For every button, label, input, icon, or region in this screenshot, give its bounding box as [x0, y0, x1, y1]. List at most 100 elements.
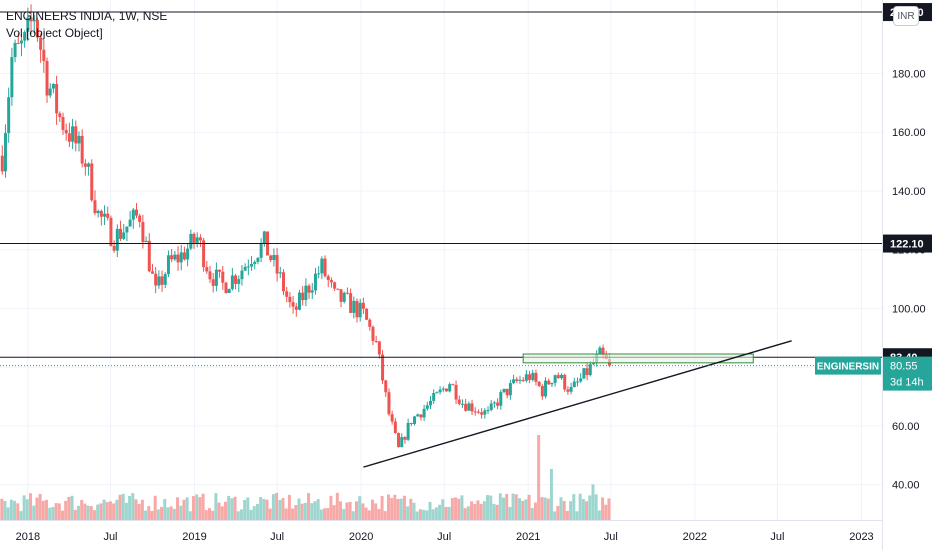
volume-bar — [80, 500, 84, 520]
volume-bar — [556, 505, 560, 520]
volume-bar — [29, 493, 33, 520]
candle-body — [304, 285, 308, 301]
candle-body — [339, 289, 343, 302]
candle-body — [528, 374, 532, 380]
volume-bar — [105, 502, 109, 520]
candle-body — [170, 255, 174, 260]
volume-bar — [588, 495, 592, 520]
candle-body — [192, 233, 196, 243]
volume-bar — [284, 508, 288, 520]
candle-body — [160, 276, 164, 285]
candle-body — [582, 368, 586, 379]
candle-body — [349, 293, 353, 313]
volume-bar — [559, 497, 563, 520]
volume-bar — [246, 497, 250, 520]
volume-bar — [54, 503, 58, 520]
resistance-zone — [522, 353, 754, 364]
volume-bar — [374, 503, 378, 520]
candle-body — [467, 403, 471, 411]
candle-body — [96, 210, 100, 214]
volume-bar — [527, 494, 531, 520]
volume-bar — [332, 505, 336, 520]
volume-bar — [108, 501, 112, 520]
candle-body — [435, 392, 439, 394]
candle-body — [323, 258, 327, 277]
candle-body — [550, 382, 554, 385]
volume-bar — [134, 499, 138, 520]
candle-body — [77, 135, 81, 144]
volume-bar — [192, 496, 196, 520]
volume-bar — [41, 500, 45, 520]
candle-body — [585, 368, 589, 376]
candle-body — [42, 49, 46, 61]
volume-bar — [364, 507, 368, 520]
candle-body — [218, 269, 222, 272]
volume-bar — [479, 503, 483, 520]
candle-body — [512, 379, 516, 384]
volume-bar — [575, 511, 579, 520]
volume-bar — [121, 493, 125, 520]
volume-bar — [220, 506, 224, 520]
candle-body — [492, 402, 496, 404]
volume-bar — [22, 495, 26, 520]
candle-body — [115, 228, 119, 251]
volume-bar — [38, 493, 42, 520]
volume-bar — [102, 499, 106, 520]
volume-bar — [147, 506, 151, 520]
candle-body — [508, 383, 512, 396]
volume-bar — [223, 501, 227, 520]
candle-body — [122, 232, 126, 239]
volume-bar — [418, 509, 422, 520]
candle-body — [301, 292, 305, 301]
volume-bar — [51, 506, 55, 520]
volume-bar — [415, 511, 419, 520]
volume-bar — [115, 499, 119, 520]
volume-legend[interactable]: Vol [object Object] — [6, 26, 103, 40]
volume-bar — [188, 511, 192, 520]
volume-bar — [297, 498, 301, 520]
candle-body — [403, 437, 407, 440]
candle-body — [470, 403, 474, 412]
level-price-label-box — [883, 234, 932, 253]
volume-bar — [607, 498, 611, 520]
volume-bar — [383, 511, 387, 520]
volume-bar — [255, 503, 259, 520]
volume-bar — [144, 510, 148, 520]
volume-bar — [530, 508, 534, 520]
volume-bar — [329, 495, 333, 520]
candle-body — [147, 240, 151, 272]
volume-bar — [540, 497, 544, 520]
volume-bar — [380, 495, 384, 520]
volume-bar — [457, 498, 461, 520]
candle-body — [483, 410, 487, 415]
candle-body — [282, 272, 285, 292]
volume-bar — [179, 505, 183, 520]
candle-body — [576, 381, 579, 383]
candle-body — [45, 60, 49, 96]
volume-bar — [585, 501, 589, 520]
volume-bar — [118, 494, 122, 520]
volume-bar — [236, 511, 240, 520]
candle-body — [48, 88, 52, 96]
volume-bar — [524, 499, 528, 520]
candle-body — [256, 257, 260, 262]
last-price-badge — [883, 356, 932, 391]
candle-body — [460, 403, 464, 405]
candle-body — [19, 40, 23, 44]
volume-bar — [425, 510, 429, 520]
currency-button[interactable]: INR — [893, 6, 919, 26]
candle-body — [214, 269, 218, 286]
volume-bar — [402, 495, 406, 520]
volume-bar — [13, 500, 17, 520]
volume-bar — [204, 510, 208, 520]
candle-body — [544, 380, 548, 397]
volume-bar — [99, 503, 103, 520]
candle-body — [13, 42, 17, 58]
volume-bar — [508, 507, 512, 520]
candle-body — [371, 326, 375, 342]
volume-bar — [166, 507, 170, 520]
symbol-legend[interactable]: ENGINEERS INDIA, 1W, NSE — [6, 9, 168, 23]
volume-bar — [195, 494, 199, 520]
candle-body — [572, 381, 576, 387]
